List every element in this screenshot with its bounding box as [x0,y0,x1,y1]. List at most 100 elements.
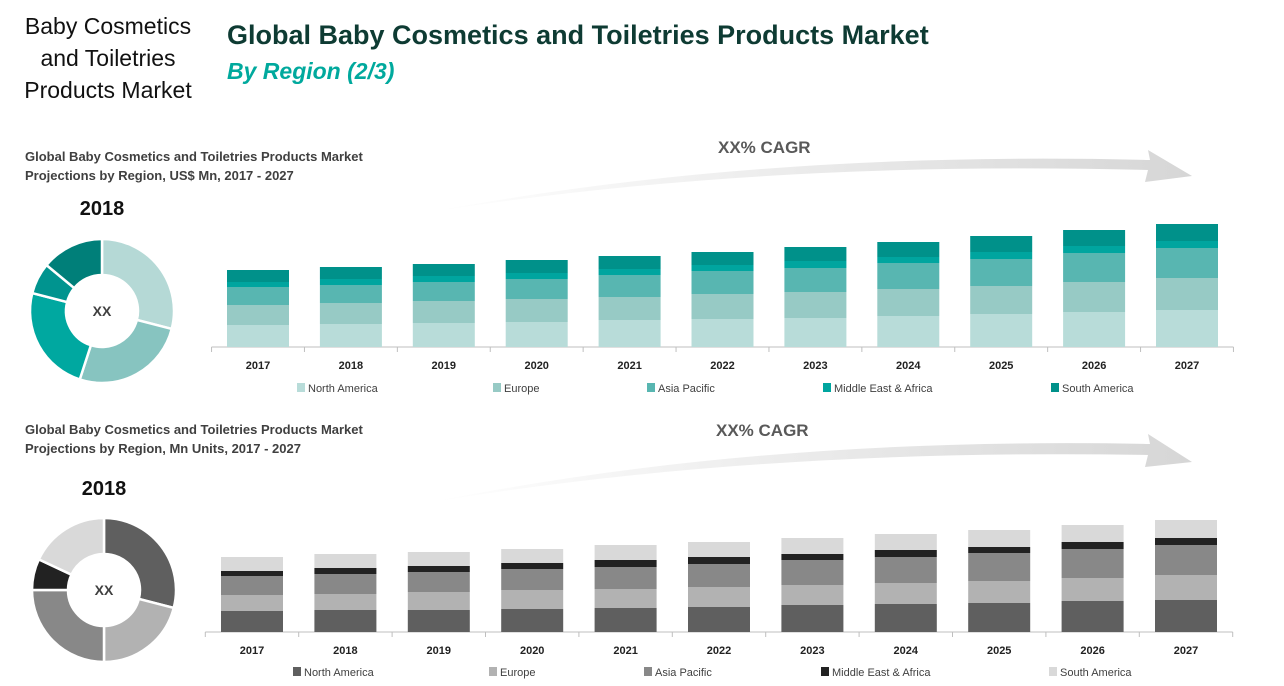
x-tick-label: 2026 [1082,360,1106,372]
bar-segment-north-america-2023 [781,605,844,632]
bar-segment-north-america-2027 [1155,600,1217,632]
legend-label-middle-east-africa: Middle East & Africa [832,667,931,679]
bar-segment-south-america-2021 [594,545,657,560]
legend-label-south-america: South America [1060,667,1132,679]
bar-segment-europe-2018 [314,594,377,610]
bar-segment-asia-pacific-2021 [594,567,657,589]
bar-segment-asia-pacific-2018 [319,285,382,303]
legend-swatch-north-america [293,667,301,676]
bar-segment-middle-east-africa-2024 [877,257,940,263]
legend-swatch-asia-pacific [644,667,652,676]
cagr-label-volume: XX% CAGR [716,421,809,440]
bar-segment-south-america-2020 [505,260,568,273]
legend-label-europe: Europe [504,383,539,395]
bar-segment-north-america-2019 [412,323,475,347]
bar-segment-south-america-2017 [221,557,283,571]
bar-segment-south-america-2021 [598,256,661,269]
bar-segment-middle-east-africa-2022 [691,265,754,271]
bar-segment-south-america-2026 [1063,230,1126,246]
bar-segment-middle-east-africa-2020 [501,563,564,569]
bar-segment-north-america-2026 [1063,312,1126,347]
x-tick-label: 2018 [339,360,363,372]
bar-segment-south-america-2025 [968,530,1031,547]
bar-segment-north-america-2026 [1061,601,1124,632]
bar-segment-europe-2026 [1063,282,1126,312]
bar-segment-asia-pacific-2025 [968,553,1031,581]
bar-segment-asia-pacific-2017 [221,576,283,595]
legend-label-europe: Europe [500,667,535,679]
bar-segment-asia-pacific-2019 [407,572,470,592]
bar-segment-asia-pacific-2020 [505,279,568,299]
bar-segment-asia-pacific-2024 [874,557,937,583]
bar-segment-europe-2017 [227,305,289,325]
x-tick-label: 2025 [987,645,1011,657]
bar-segment-middle-east-africa-2027 [1156,241,1218,248]
bar-segment-europe-2022 [688,587,750,607]
bar-segment-europe-2018 [319,303,382,324]
bar-segment-asia-pacific-2026 [1063,253,1126,282]
cagr-label-value: XX% CAGR [718,138,811,157]
bar-segment-europe-2020 [501,590,564,609]
bar-segment-south-america-2025 [970,236,1033,252]
bar-segment-middle-east-africa-2017 [221,571,283,576]
bar-segment-south-america-2018 [314,554,377,568]
cagr-arrow-icon [432,434,1192,502]
legend-swatch-europe [489,667,497,676]
bar-segment-europe-2021 [594,589,657,608]
x-tick-label: 2024 [894,645,919,657]
x-tick-label: 2017 [240,645,264,657]
bar-segment-europe-2025 [968,581,1031,603]
bar-segment-north-america-2022 [691,319,754,347]
x-tick-label: 2021 [617,360,641,372]
bar-segment-south-america-2022 [691,252,754,265]
legend-swatch-middle-east-africa [823,383,831,392]
bar-segment-asia-pacific-2024 [877,263,940,289]
x-tick-label: 2022 [710,360,734,372]
bar-segment-middle-east-africa-2019 [412,276,475,282]
bar-segment-asia-pacific-2027 [1155,545,1217,575]
legend-swatch-south-america [1051,383,1059,392]
bar-segment-middle-east-africa-2021 [594,560,657,567]
bar-segment-middle-east-africa-2019 [407,566,470,572]
donut-year-volume: 2018 [81,478,127,500]
bar-segment-middle-east-africa-2022 [688,557,750,564]
bar-segment-asia-pacific-2023 [784,268,847,292]
bar-segment-north-america-2021 [598,320,661,347]
bar-segment-middle-east-africa-2023 [781,554,844,560]
bar-segment-south-america-2019 [407,552,470,566]
donut-slice-north-america [102,516,178,610]
legend-swatch-middle-east-africa [821,667,829,676]
bar-segment-asia-pacific-2027 [1156,248,1218,278]
bar-segment-north-america-2024 [877,316,940,347]
bar-segment-south-america-2027 [1156,224,1218,241]
side-title: Baby Cosmetics and Toiletries Products M… [24,13,192,103]
legend-swatch-north-america [297,383,305,392]
bar-segment-middle-east-africa-2026 [1061,542,1124,549]
bar-segment-middle-east-africa-2027 [1155,538,1217,545]
legend-label-middle-east-africa: Middle East & Africa [834,383,933,395]
legend-label-north-america: North America [304,667,375,679]
bar-segment-south-america-2019 [412,264,475,276]
x-tick-label: 2019 [432,360,456,372]
bar-segment-north-america-2019 [407,610,470,632]
bar-segment-europe-2022 [691,294,754,319]
donut-slice-north-america [100,237,176,331]
x-tick-label: 2017 [246,360,270,372]
x-tick-label: 2027 [1175,360,1199,372]
bar-segment-south-america-2023 [781,538,844,554]
bar-segment-north-america-2018 [314,610,377,632]
bar-segment-north-america-2025 [968,603,1031,632]
bar-segment-north-america-2020 [501,609,564,632]
bar-segment-asia-pacific-2022 [691,271,754,294]
bar-segment-south-america-2024 [874,534,937,550]
bar-segment-north-america-2017 [227,325,289,347]
legend-label-asia-pacific: Asia Pacific [655,667,712,679]
donut-slice-asia-pacific [30,588,106,664]
chart-title-volume: Global Baby Cosmetics and Toiletries Pro… [25,422,363,456]
page-title: Global Baby Cosmetics and Toiletries Pro… [227,20,929,50]
bar-segment-europe-2020 [505,299,568,322]
bar-segment-asia-pacific-2021 [598,275,661,297]
x-tick-label: 2021 [613,645,637,657]
bar-segment-north-america-2023 [784,318,847,347]
legend-swatch-asia-pacific [647,383,655,392]
